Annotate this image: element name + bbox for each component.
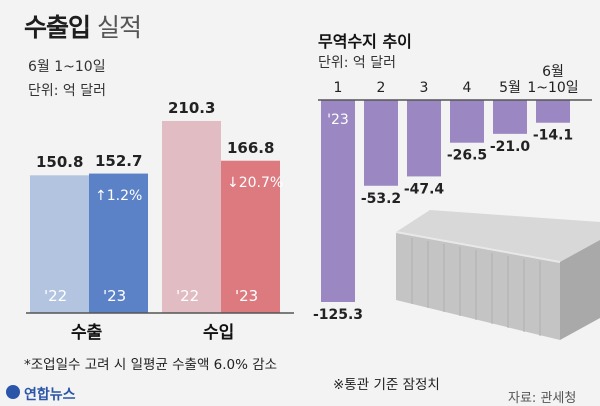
balance-tick-4: 4 xyxy=(463,80,472,96)
import-2022-value: 210.3 xyxy=(168,98,216,117)
category-import: 수입 xyxy=(203,323,235,343)
balance-value-5: -21.0 xyxy=(490,139,531,155)
balance-tick-2: 2 xyxy=(377,80,386,96)
balance-bar-2 xyxy=(364,100,398,186)
balance-bar-5 xyxy=(493,100,527,134)
balance-value-4: -26.5 xyxy=(447,148,487,164)
balance-value-6: -14.1 xyxy=(533,128,573,144)
balance-tick-6-line-1: 6월 xyxy=(542,64,564,80)
balance-title: 무역수지 추이 xyxy=(318,32,412,51)
import-2022-bar xyxy=(162,120,221,313)
export-change-label: ↑1.2% xyxy=(95,187,143,204)
import-2023-year: '23 xyxy=(235,287,259,305)
balance-tick-1: 1 xyxy=(334,80,343,96)
balance-bar-3 xyxy=(407,100,441,177)
import-2022-year: '22 xyxy=(176,287,200,305)
category-export: 수출 xyxy=(71,323,103,343)
balance-bar-6 xyxy=(536,100,570,123)
trade-bars xyxy=(30,120,280,313)
footnote: *조업일수 고려 시 일평균 수출액 6.0% 감소 xyxy=(24,357,278,373)
balance-value-2: -53.2 xyxy=(361,191,401,207)
balance-bar-4 xyxy=(450,100,484,143)
export-2022-year: '22 xyxy=(44,287,68,305)
import-2023-value: 166.8 xyxy=(227,138,275,157)
import-change-label: ↓20.7% xyxy=(227,174,284,191)
container-illustration xyxy=(395,210,600,340)
balance-value-3: -47.4 xyxy=(404,181,445,197)
logo-icon xyxy=(6,385,20,399)
export-2023-bar xyxy=(89,173,148,313)
source-label: 자료: 관세청 xyxy=(508,391,577,406)
title-bold: 수출입 xyxy=(24,13,91,42)
import-2023-bar xyxy=(221,160,280,313)
logo-text: 연합뉴스 xyxy=(24,387,76,403)
title-light: 실적 xyxy=(96,13,142,42)
balance-value-1: -125.3 xyxy=(313,307,363,323)
export-2023-year: '23 xyxy=(103,287,127,305)
balance-footnote: ※통관 기준 잠정치 xyxy=(333,377,440,393)
unit-label: 단위: 억 달러 xyxy=(28,83,107,99)
balance-unit: 단위: 억 달러 xyxy=(318,55,397,71)
balance-bar-1 xyxy=(321,100,355,302)
balance-tick-3: 3 xyxy=(420,80,429,96)
balance-year-label: '23 xyxy=(327,112,349,128)
export-2022-bar xyxy=(30,175,89,313)
export-2022-value: 150.8 xyxy=(36,153,84,172)
page-title: 수출입 실적 xyxy=(24,8,142,44)
balance-bars: -125.3 1 -53.2 2 -47.4 3 -26.5 4 -21.0 5월 -14.1 6월1… xyxy=(313,64,579,323)
export-2023-value: 152.7 xyxy=(95,151,143,170)
balance-tick-5: 5월 xyxy=(499,80,521,96)
period-label: 6월 1~10일 xyxy=(28,59,106,75)
balance-tick-6-line-2: 1~10일 xyxy=(527,80,578,96)
